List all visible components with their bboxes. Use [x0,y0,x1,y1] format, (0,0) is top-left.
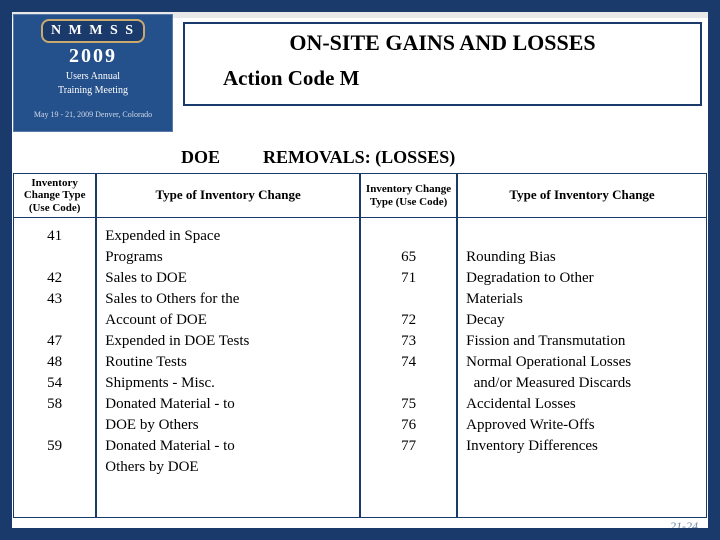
banner-sub1: Users Annual [14,71,172,82]
col-header-type-left: Type of Inventory Change [97,174,359,218]
col-header-type-right: Type of Inventory Change [458,174,706,218]
table-cell-type: Donated Material - to [105,436,351,457]
content-table: Inventory Change Type (Use Code) 41 4243… [13,173,707,518]
table-cell-type: Normal Operational Losses [466,352,698,373]
table-cell-type: Materials [466,289,698,310]
table-cell-code: 58 [22,394,87,415]
table-cell-code: 41 [22,226,87,247]
table-cell-code: 73 [369,331,448,352]
table-cell-code [369,289,448,310]
table-cell-code: 59 [22,436,87,457]
table-cell-code: 42 [22,268,87,289]
col-header-code-left: Inventory Change Type (Use Code) [14,174,95,218]
table-cell-type: Shipments - Misc. [105,373,351,394]
right-types-body: Rounding BiasDegradation to OtherMateria… [458,218,706,465]
doe-label: DOE [181,147,220,168]
left-types-body: Expended in SpaceProgramsSales to DOESal… [97,218,359,486]
banner-date: May 19 - 21, 2009 Denver, Colorado [14,110,172,119]
table-cell-type: Expended in DOE Tests [105,331,351,352]
table-cell-code [369,373,448,394]
page-title: ON-SITE GAINS AND LOSSES [199,30,686,56]
title-block: ON-SITE GAINS AND LOSSES Action Code M [183,22,702,106]
table-cell-code [22,310,87,331]
table-cell-code: 43 [22,289,87,310]
table-cell-type: Expended in Space [105,226,351,247]
table-cell-code: 65 [369,247,448,268]
banner-sub2: Training Meeting [14,85,172,96]
table-cell-type: Routine Tests [105,352,351,373]
table-cell-type: Fission and Transmutation [466,331,698,352]
table-cell-code: 72 [369,310,448,331]
table-cell-type: Others by DOE [105,457,351,478]
table-cell-type: Account of DOE [105,310,351,331]
table-cell-type: Decay [466,310,698,331]
col-left-type: Type of Inventory Change Expended in Spa… [96,173,360,518]
table-cell-code: 76 [369,415,448,436]
table-cell-type: Degradation to Other [466,268,698,289]
table-cell-type: Sales to Others for the [105,289,351,310]
table-cell-code [22,247,87,268]
table-cell-code: 74 [369,352,448,373]
col-left-code: Inventory Change Type (Use Code) 41 4243… [13,173,96,518]
removals-label: REMOVALS: (LOSSES) [263,147,455,168]
table-cell-type [466,226,698,247]
table-cell-code [369,226,448,247]
col-header-code-right: Inventory Change Type (Use Code) [361,174,456,218]
banner-logo: N M M S S [41,19,145,43]
banner-year: 2009 [14,45,172,68]
col-right-type: Type of Inventory Change Rounding BiasDe… [457,173,707,518]
table-cell-type: Accidental Losses [466,394,698,415]
table-cell-type: DOE by Others [105,415,351,436]
table-cell-type: Sales to DOE [105,268,351,289]
table-cell-code: 71 [369,268,448,289]
left-codes-body: 41 4243 47485458 59 [14,218,95,465]
col-right-code: Inventory Change Type (Use Code) 6571 72… [360,173,457,518]
table-cell-code: 48 [22,352,87,373]
table-cell-code [22,415,87,436]
table-cell-code: 75 [369,394,448,415]
right-codes-body: 6571 727374 757677 [361,218,456,465]
table-cell-type: Approved Write-Offs [466,415,698,436]
table-cell-type: Rounding Bias [466,247,698,268]
table-cell-code: 54 [22,373,87,394]
table-cell-type: Programs [105,247,351,268]
table-cell-type: and/or Measured Discards [466,373,698,394]
event-banner: N M M S S 2009 Users Annual Training Mee… [13,14,173,132]
page-footer: 21-24 [670,519,698,534]
table-cell-code: 47 [22,331,87,352]
table-cell-type: Donated Material - to [105,394,351,415]
section-header-row: DOE REMOVALS: (LOSSES) [13,147,707,173]
table-cell-type: Inventory Differences [466,436,698,457]
table-cell-code: 77 [369,436,448,457]
page-subtitle: Action Code M [199,66,686,91]
